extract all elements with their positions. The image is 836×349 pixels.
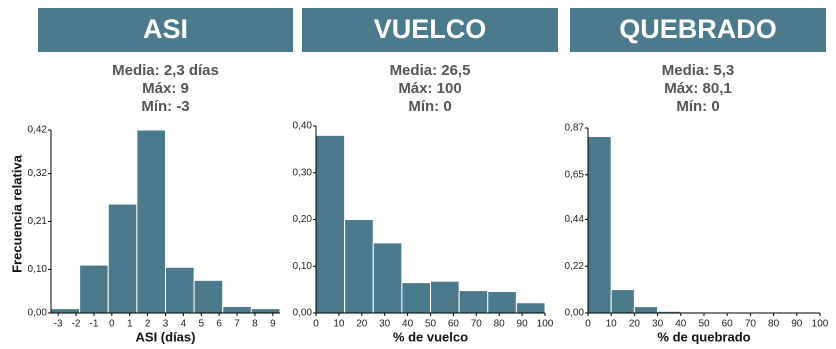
panel-title: QUEBRADO <box>619 14 777 44</box>
y-tick-label: 0,65 <box>565 169 585 180</box>
x-tick-label: -1 <box>89 319 98 330</box>
x-tick-label: 90 <box>791 319 803 330</box>
bar <box>193 279 224 314</box>
x-tick-label: 0 <box>585 319 591 330</box>
x-tick-label: 100 <box>812 319 829 330</box>
x-tick-label: 8 <box>252 319 258 330</box>
x-tick-label: 70 <box>745 319 757 330</box>
x-axis-label: % de quebrado <box>657 329 750 344</box>
bar <box>222 305 252 314</box>
bar <box>458 290 489 314</box>
bar <box>401 282 431 314</box>
x-tick-label: 3 <box>163 319 169 330</box>
x-tick-label: 10 <box>606 319 618 330</box>
y-tick-label: 0,00 <box>293 308 313 319</box>
x-tick-label: 90 <box>517 319 529 330</box>
x-tick-label: 0 <box>313 319 319 330</box>
y-tick-label: 0,40 <box>293 121 313 132</box>
x-tick-label: 30 <box>379 319 391 330</box>
bar <box>344 219 374 314</box>
y-tick-label: 0,22 <box>565 261 585 272</box>
y-tick-label: 0,42 <box>28 125 48 136</box>
stat-line: Mín: 0 <box>408 98 451 115</box>
x-tick-label: 50 <box>425 319 437 330</box>
stat-line: Máx: 100 <box>398 80 461 97</box>
x-tick-label: 5 <box>199 319 205 330</box>
y-tick-label: 0,87 <box>565 123 585 134</box>
panel-title: ASI <box>143 14 188 44</box>
x-tick-label: 1 <box>127 319 133 330</box>
x-tick-label: -2 <box>72 319 81 330</box>
x-tick-label: 40 <box>675 319 687 330</box>
x-tick-label: 80 <box>768 319 780 330</box>
x-tick-label: 9 <box>270 319 276 330</box>
y-tick-label: 0,00 <box>565 308 585 319</box>
stat-line: Media: 26,5 <box>390 62 471 79</box>
x-axis-label: % de vuelco <box>393 329 468 344</box>
y-tick-label: 0,00 <box>28 308 48 319</box>
x-tick-label: 6 <box>216 319 222 330</box>
bar <box>610 289 635 314</box>
bar <box>250 308 281 314</box>
x-axis-label: ASI (días) <box>136 329 196 344</box>
panel-header <box>38 8 293 52</box>
y-tick-label: 0,30 <box>293 167 313 178</box>
x-tick-label: 60 <box>448 319 460 330</box>
x-tick-label: 100 <box>537 319 554 330</box>
x-tick-label: 2 <box>145 319 151 330</box>
y-tick-label: 0,10 <box>28 264 48 275</box>
bar <box>430 280 460 314</box>
x-tick-label: 20 <box>356 319 368 330</box>
x-tick-label: 10 <box>333 319 345 330</box>
bar <box>487 290 517 314</box>
stat-line: Mín: 0 <box>676 98 719 115</box>
bar <box>633 306 659 314</box>
y-axis-label: Frecuencia relativa <box>9 154 24 273</box>
bar <box>165 266 195 314</box>
bar <box>372 242 403 314</box>
panel-header <box>302 8 558 52</box>
stat-line: Media: 2,3 días <box>112 62 219 79</box>
x-tick-label: -3 <box>54 319 63 330</box>
bar <box>515 302 546 314</box>
stat-line: Mín: -3 <box>141 98 189 115</box>
bar <box>50 308 81 314</box>
x-tick-label: 30 <box>652 319 664 330</box>
x-tick-label: 80 <box>494 319 506 330</box>
bar <box>136 129 166 314</box>
panel-header <box>570 8 826 52</box>
stat-line: Máx: 80,1 <box>664 80 732 97</box>
y-tick-label: 0,10 <box>293 261 313 272</box>
y-tick-label: 0,20 <box>293 214 313 225</box>
y-tick-label: 0,44 <box>565 214 585 225</box>
x-tick-label: 0 <box>109 319 115 330</box>
bar <box>587 136 612 314</box>
panel-title: VUELCO <box>374 14 487 44</box>
x-tick-label: 4 <box>181 319 187 330</box>
x-tick-label: 70 <box>471 319 483 330</box>
bar <box>107 203 138 314</box>
bar <box>79 264 109 314</box>
x-tick-label: 60 <box>722 319 734 330</box>
x-tick-label: 20 <box>629 319 641 330</box>
x-tick-label: 50 <box>698 319 710 330</box>
stat-line: Media: 5,3 <box>662 62 735 79</box>
y-tick-label: 0,32 <box>28 168 48 179</box>
y-tick-label: 0,21 <box>28 216 48 227</box>
x-tick-label: 7 <box>234 319 240 330</box>
x-tick-label: 40 <box>402 319 414 330</box>
stat-line: Máx: 9 <box>142 80 189 97</box>
bar <box>315 134 346 314</box>
